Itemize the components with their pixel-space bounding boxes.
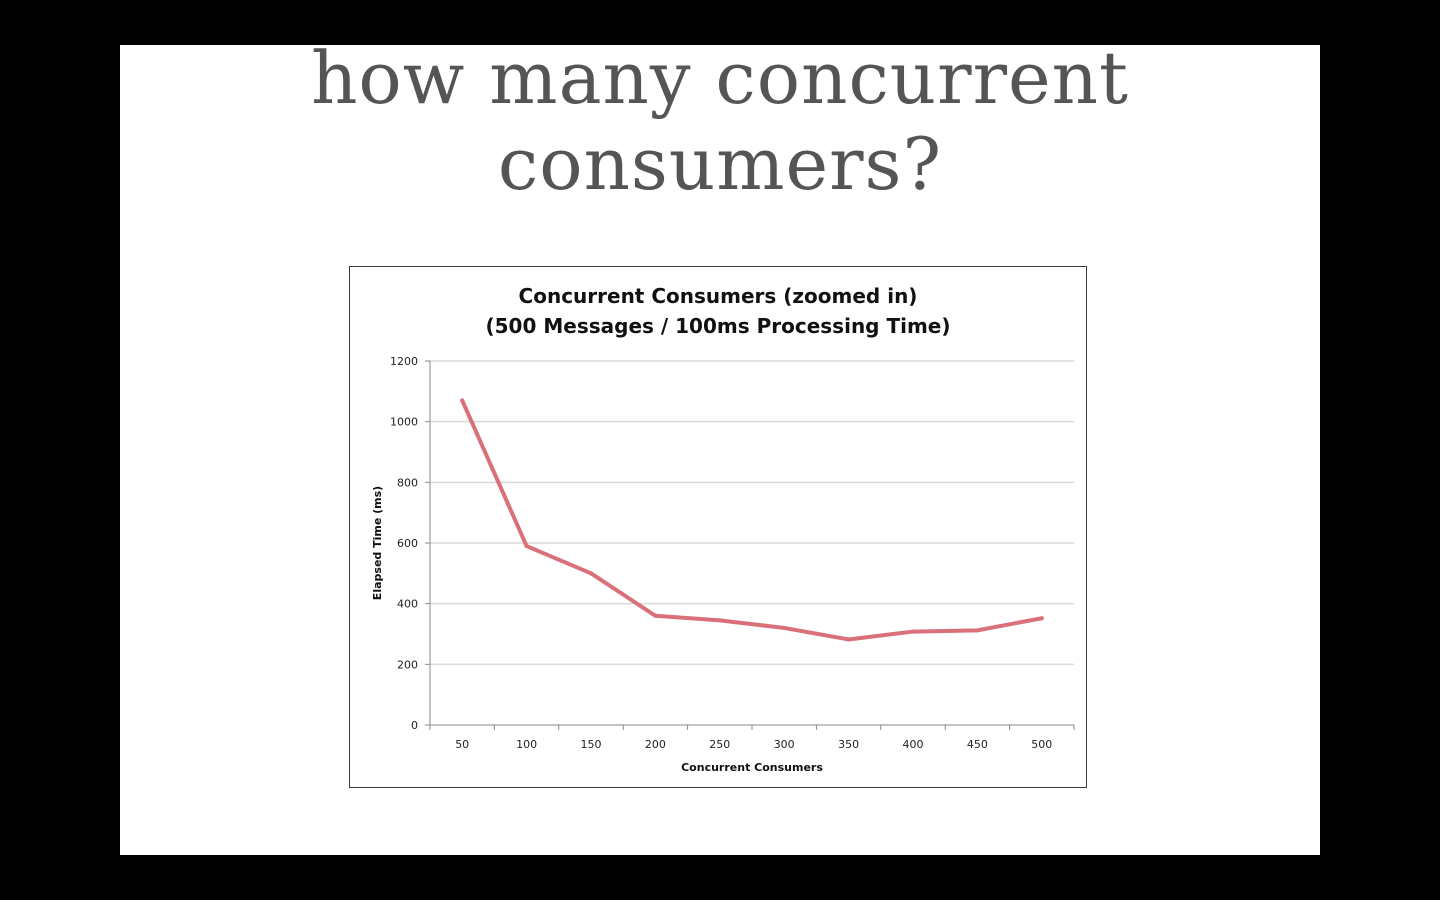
y-tick-label: 1000 — [390, 416, 418, 429]
x-axis-label: Concurrent Consumers — [681, 761, 823, 774]
x-tick-labels: 50 100 150 200 250 300 350 400 450 500 — [455, 738, 1052, 751]
axes — [425, 360, 1075, 730]
data-point — [524, 544, 529, 549]
x-tick-label: 100 — [516, 738, 537, 751]
x-tick-label: 400 — [903, 738, 924, 751]
data-point — [717, 618, 722, 623]
y-tick-label: 400 — [397, 598, 418, 611]
x-tick-label: 500 — [1031, 738, 1052, 751]
data-point — [460, 398, 465, 403]
y-axis-label: Elapsed Time (ms) — [371, 486, 384, 600]
data-point — [653, 613, 658, 618]
series-elapsed-time — [460, 398, 1044, 642]
gridlines — [430, 360, 1074, 666]
y-tick-label: 600 — [397, 537, 418, 550]
slide-title: how many concurrent consumers? — [120, 35, 1320, 207]
data-point — [589, 571, 593, 576]
series-line — [460, 398, 1044, 642]
slide: how many concurrent consumers? Concurren… — [120, 36, 1320, 855]
data-point — [911, 629, 915, 634]
x-tick-label: 150 — [581, 738, 602, 751]
data-point — [975, 628, 980, 633]
y-tick-label: 200 — [397, 658, 418, 671]
data-point — [1039, 616, 1044, 621]
x-tick-label: 350 — [838, 738, 859, 751]
chart-frame: Concurrent Consumers (zoomed in) (500 Me… — [349, 266, 1087, 788]
slide-title-line-1: how many concurrent — [311, 36, 1129, 120]
x-tick-label: 250 — [709, 738, 730, 751]
y-tick-label: 800 — [397, 476, 418, 489]
x-tick-label: 50 — [455, 738, 469, 751]
chart-title-line-1: Concurrent Consumers (zoomed in) — [519, 284, 918, 308]
data-point — [846, 637, 851, 642]
chart-title-line-2: (500 Messages / 100ms Processing Time) — [486, 314, 951, 338]
y-tick-label: 1200 — [390, 355, 418, 368]
slide-title-line-2: consumers? — [497, 122, 943, 206]
y-tick-labels: 0 200 400 600 800 1000 1200 — [390, 355, 418, 732]
x-tick-label: 450 — [967, 738, 988, 751]
line-chart: Concurrent Consumers (zoomed in) (500 Me… — [371, 284, 1075, 774]
y-tick-label: 0 — [411, 719, 418, 732]
data-point — [782, 625, 787, 630]
x-tick-label: 300 — [774, 738, 795, 751]
x-tick-label: 200 — [645, 738, 666, 751]
